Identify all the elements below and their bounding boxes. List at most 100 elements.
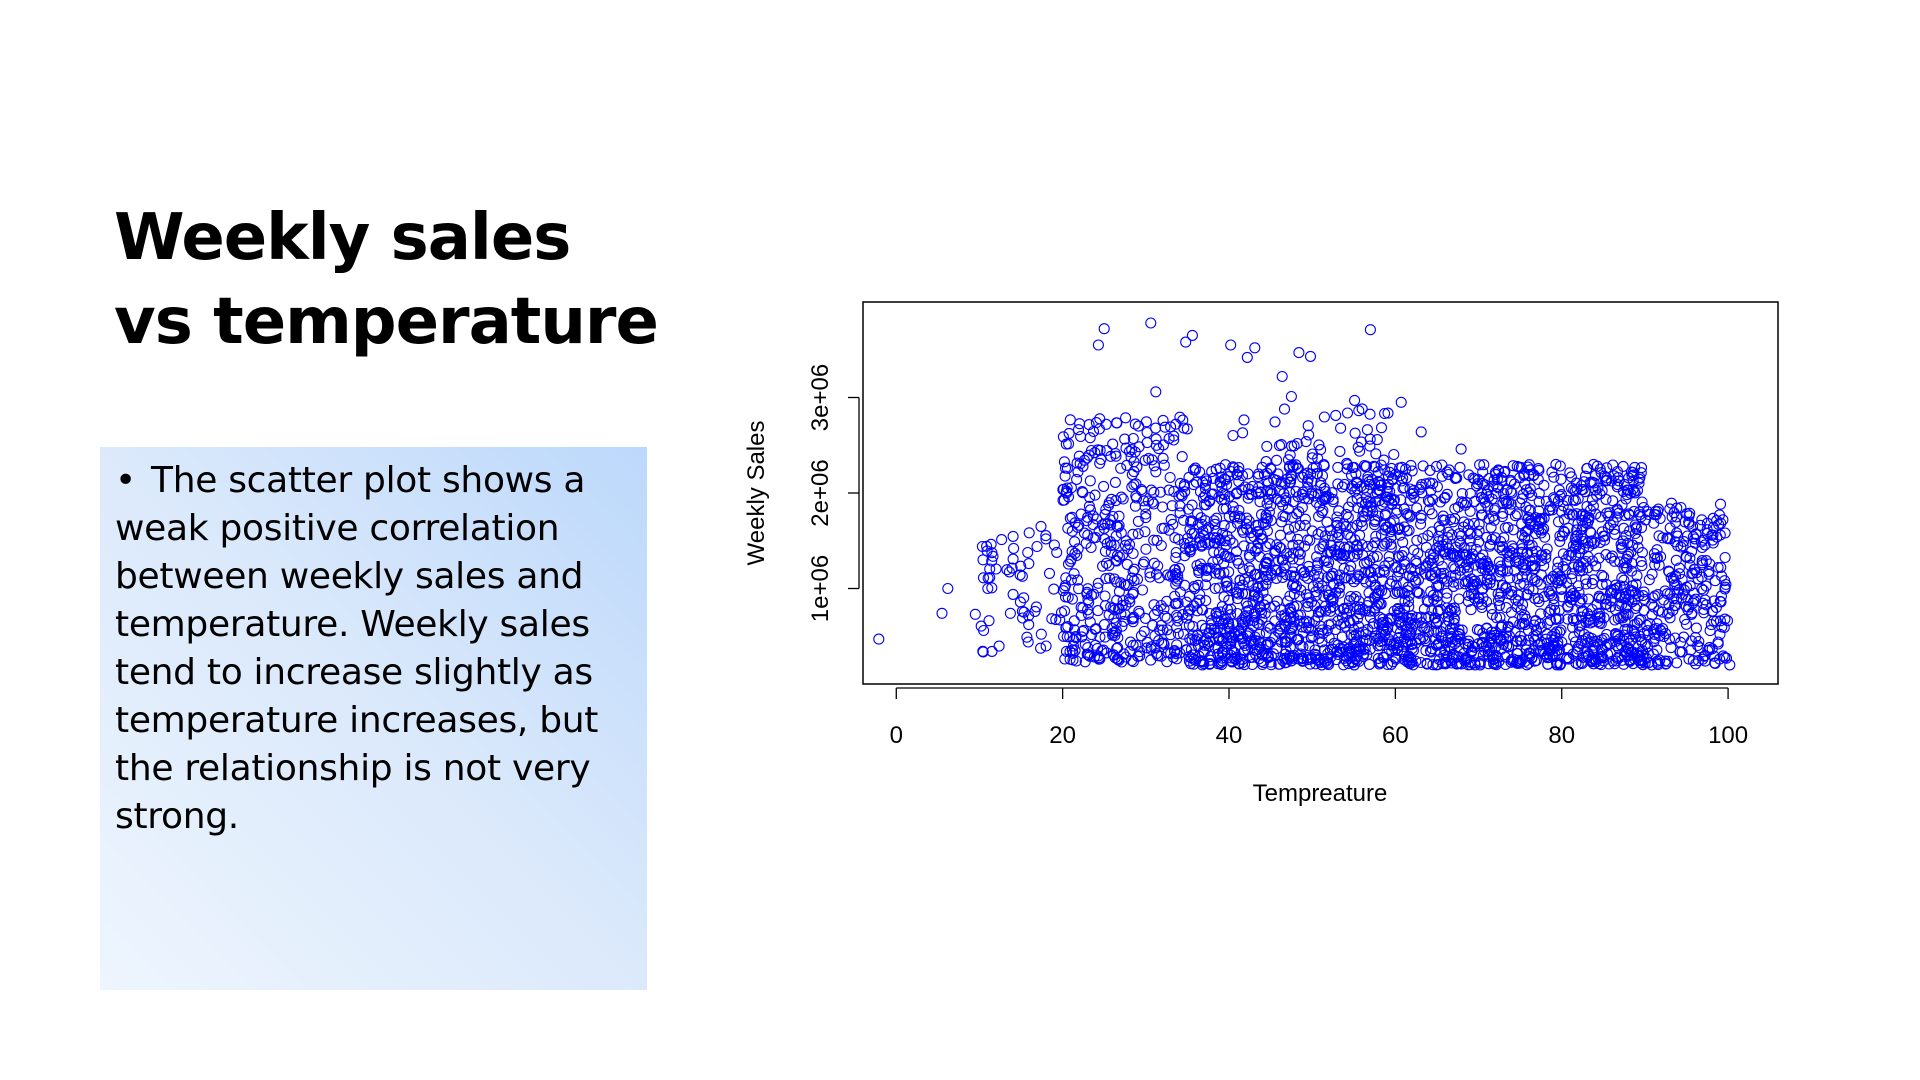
- scatter-point: [1633, 477, 1645, 489]
- scatter-point: [1292, 546, 1304, 558]
- scatter-point: [1255, 637, 1267, 649]
- scatter-point: [1555, 505, 1567, 517]
- scatter-point: [1072, 466, 1084, 478]
- scatter-point: [1183, 471, 1195, 483]
- scatter-point: [1620, 561, 1632, 573]
- scatter-point: [1293, 539, 1305, 551]
- scatter-point: [1562, 613, 1574, 625]
- scatter-point: [1048, 583, 1060, 595]
- scatter-point: [1623, 548, 1635, 560]
- scatter-point: [1238, 659, 1251, 671]
- scatter-point: [1261, 556, 1273, 568]
- scatter-point: [1274, 529, 1286, 541]
- scatter-point: [1555, 473, 1567, 485]
- scatter-point: [1538, 479, 1550, 491]
- scatter-point: [1379, 407, 1391, 420]
- scatter-point: [1140, 512, 1152, 524]
- scatter-point: [1260, 540, 1272, 553]
- scatter-point: [1449, 563, 1461, 575]
- scatter-point: [1462, 659, 1474, 671]
- scatter-point: [1585, 636, 1597, 648]
- scatter-point: [1520, 501, 1532, 513]
- scatter-point: [1142, 495, 1154, 507]
- scatter-point: [1707, 512, 1719, 524]
- scatter-point: [1441, 575, 1453, 587]
- scatter-point: [942, 582, 954, 595]
- scatter-point: [1082, 529, 1094, 541]
- scatter-point: [986, 645, 998, 657]
- scatter-point: [1084, 432, 1096, 444]
- scatter-point: [1649, 559, 1661, 571]
- scatter-point: [1652, 659, 1664, 671]
- scatter-point: [1260, 558, 1272, 570]
- scatter-point: [1167, 569, 1179, 581]
- scatter-point: [1396, 646, 1408, 658]
- y-tick-label: 3e+06: [807, 364, 834, 431]
- scatter-point: [1607, 495, 1619, 507]
- scatter-point: [1271, 539, 1283, 551]
- scatter-point: [1468, 592, 1481, 604]
- scatter-point: [1022, 636, 1034, 648]
- scatter-point: [1157, 439, 1169, 451]
- scatter-point: [1069, 547, 1081, 559]
- scatter-point: [1197, 525, 1209, 537]
- scatter-point: [1305, 631, 1317, 644]
- scatter-point: [1583, 541, 1595, 553]
- scatter-point: [1648, 636, 1660, 648]
- scatter-point: [1536, 549, 1548, 561]
- scatter-point: [1058, 630, 1070, 642]
- scatter-point: [1262, 650, 1274, 662]
- scatter-point: [1543, 606, 1555, 618]
- scatter-point: [1124, 596, 1136, 608]
- scatter-point: [1653, 559, 1665, 571]
- scatter-point: [1180, 336, 1192, 348]
- scatter-point: [1060, 572, 1072, 584]
- scatter-point: [1492, 464, 1504, 476]
- scatter-point: [1172, 597, 1184, 609]
- scatter-point: [1344, 642, 1356, 654]
- scatter-point: [1483, 491, 1495, 503]
- scatter-point: [1572, 580, 1584, 592]
- scatter-point: [1224, 534, 1236, 546]
- scatter-point: [1519, 526, 1532, 538]
- scatter-point: [1001, 564, 1013, 576]
- scatter-point: [1562, 504, 1574, 516]
- scatter-point: [1074, 418, 1086, 430]
- scatter-point: [1281, 473, 1294, 485]
- scatter-point: [1035, 628, 1047, 640]
- scatter-point: [1325, 546, 1337, 558]
- scatter-point: [1145, 484, 1157, 496]
- scatter-point: [1635, 462, 1648, 474]
- scatter-point: [1248, 588, 1261, 601]
- scatter-point: [1599, 640, 1611, 653]
- scatter-point: [1188, 527, 1200, 539]
- scatter-point: [1230, 546, 1243, 558]
- scatter-point: [1127, 528, 1139, 540]
- scatter-point: [1471, 578, 1483, 590]
- scatter-point: [1577, 651, 1589, 663]
- scatter-point: [981, 540, 993, 552]
- scatter-point: [1462, 565, 1474, 577]
- scatter-point: [1610, 628, 1622, 640]
- scatter-point: [1316, 659, 1328, 671]
- scatter-point: [969, 608, 981, 620]
- scatter-point: [1325, 594, 1337, 607]
- scatter-point: [1449, 638, 1461, 650]
- scatter-point: [1378, 616, 1390, 628]
- scatter-point: [1332, 532, 1344, 544]
- scatter-point: [984, 563, 996, 575]
- scatter-point: [1446, 622, 1458, 634]
- scatter-point: [1386, 645, 1398, 657]
- slide-title-line-2: vs temperature: [114, 285, 659, 359]
- scatter-point: [1567, 587, 1579, 600]
- scatter-point: [1455, 530, 1467, 542]
- scatter-point: [1148, 609, 1160, 621]
- scatter-point: [1304, 350, 1317, 362]
- scatter-point: [1273, 485, 1285, 497]
- scatter-point: [986, 555, 998, 567]
- scatter-point: [1508, 478, 1521, 490]
- scatter-point: [1225, 465, 1237, 478]
- scatter-point: [1527, 560, 1539, 572]
- scatter-point: [1161, 656, 1173, 668]
- scatter-point: [1236, 484, 1248, 496]
